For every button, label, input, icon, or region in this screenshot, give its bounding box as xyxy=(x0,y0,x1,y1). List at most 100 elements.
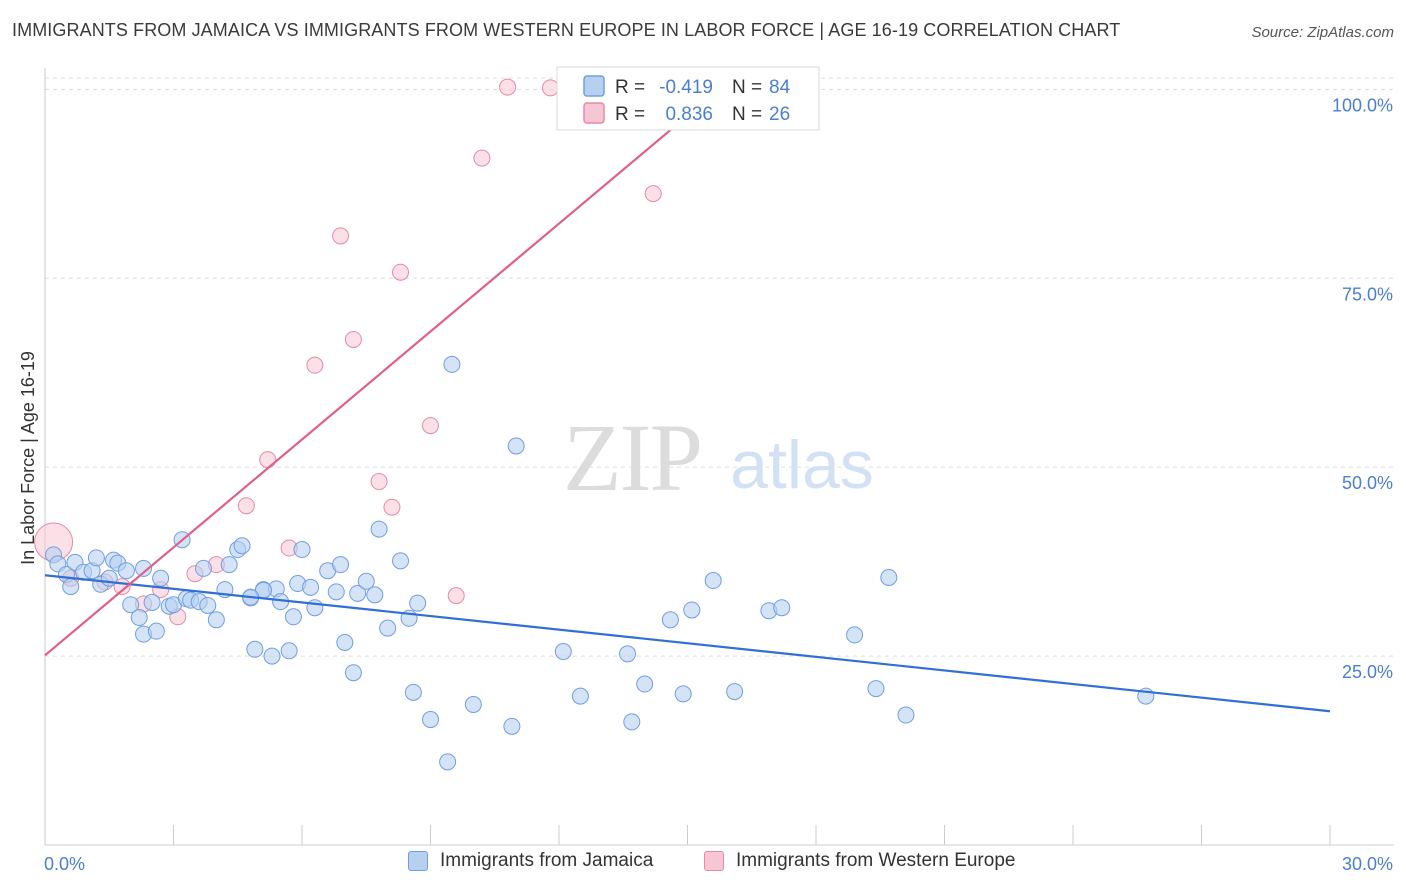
jamaica-point xyxy=(117,562,135,580)
jamaica-point xyxy=(220,556,238,574)
western-europe-point xyxy=(499,78,517,96)
western-europe-point xyxy=(306,356,324,374)
jamaica-point xyxy=(246,640,264,658)
jamaica-point xyxy=(147,622,165,640)
jamaica-point xyxy=(392,552,410,570)
x-tick-label: 30.0% xyxy=(1342,854,1393,874)
jamaica-point xyxy=(302,578,320,596)
source-label: Source: ZipAtlas.com xyxy=(1251,24,1394,41)
grid-layer xyxy=(45,77,1394,657)
jamaica-point xyxy=(263,647,281,665)
jamaica-point xyxy=(100,569,118,587)
legend-r-label: R = xyxy=(615,104,645,125)
jamaica-point xyxy=(897,706,915,724)
jamaica-point xyxy=(571,687,589,705)
y-axis-label-group: In Labor Force | Age 16-19 xyxy=(18,351,38,565)
jamaica-trend-line xyxy=(44,574,1331,713)
jamaica-point xyxy=(379,619,397,637)
jamaica-point xyxy=(773,599,791,617)
y-tick-label: 100.0% xyxy=(1332,95,1393,115)
legend-label-jamaica: Immigrants from Jamaica xyxy=(440,850,654,871)
bottom-legend: Immigrants from Jamaica Immigrants from … xyxy=(0,850,1406,880)
jamaica-point xyxy=(507,437,525,455)
legend-stats-swatch xyxy=(583,102,605,124)
legend-r-label: R = xyxy=(615,77,645,98)
y-tick-label: 75.0% xyxy=(1342,284,1393,304)
jamaica-point xyxy=(194,559,212,577)
x-tick-label: 0.0% xyxy=(44,854,85,874)
watermark: ZIP atlas xyxy=(563,404,874,511)
y-axis-label: In Labor Force | Age 16-19 xyxy=(18,351,38,565)
jamaica-point xyxy=(130,609,148,627)
jamaica-point xyxy=(674,685,692,703)
western-europe-point xyxy=(344,330,362,348)
jamaica-point xyxy=(207,611,225,629)
western-europe-point xyxy=(447,587,465,605)
jamaica-point xyxy=(704,572,722,590)
jamaica-point xyxy=(404,683,422,701)
jamaica-point xyxy=(344,664,362,682)
jamaica-point xyxy=(284,608,302,626)
trend-layer xyxy=(44,82,1331,713)
jamaica-point xyxy=(280,642,298,660)
western-europe-point xyxy=(370,473,388,491)
western-europe-point xyxy=(422,417,439,435)
jamaica-point xyxy=(366,586,384,604)
y-tick-label: 50.0% xyxy=(1342,473,1393,493)
western-europe-point xyxy=(392,263,410,281)
jamaica-point xyxy=(135,559,153,577)
legend-n-label: N = xyxy=(732,77,762,98)
jamaica-point xyxy=(443,355,461,373)
jamaica-point xyxy=(619,645,637,663)
jamaica-point xyxy=(293,541,311,559)
legend-item-western-europe[interactable]: Immigrants from Western Europe xyxy=(704,850,1015,872)
legend-n-value: 26 xyxy=(769,104,790,125)
watermark-atlas: atlas xyxy=(730,427,874,503)
legend-item-jamaica[interactable]: Immigrants from Jamaica xyxy=(408,850,653,872)
western-europe-point xyxy=(259,451,277,469)
western-europe-point xyxy=(383,498,401,516)
western-europe-trend-line xyxy=(44,82,727,657)
jamaica-point xyxy=(233,537,251,555)
jamaica-point xyxy=(152,569,170,587)
jamaica-point xyxy=(867,680,885,698)
jamaica-point xyxy=(623,713,641,731)
jamaica-point xyxy=(336,633,354,651)
jamaica-point xyxy=(409,594,427,612)
legend-stats-box: R = -0.419 N = 84 R = 0.836 N = 26 xyxy=(556,66,820,131)
jamaica-point xyxy=(880,568,898,586)
jamaica-point xyxy=(422,711,439,729)
jamaica-point xyxy=(726,683,744,701)
legend-n-value: 84 xyxy=(769,77,791,98)
jamaica-point xyxy=(332,556,350,574)
legend-r-value: 0.836 xyxy=(665,104,713,125)
jamaica-point xyxy=(464,695,482,713)
jamaica-point xyxy=(661,611,679,629)
jamaica-point xyxy=(122,596,140,614)
jamaica-point xyxy=(503,717,521,735)
jamaica-point xyxy=(370,520,388,538)
jamaica-point xyxy=(62,578,80,596)
jamaica-point xyxy=(357,572,375,590)
western-europe-point xyxy=(644,185,662,203)
western-europe-point xyxy=(332,227,350,245)
chart-title: IMMIGRANTS FROM JAMAICA VS IMMIGRANTS FR… xyxy=(12,20,1121,40)
axes-layer xyxy=(44,68,1394,846)
legend-label-western-europe: Immigrants from Western Europe xyxy=(736,850,1016,871)
legend-swatch-jamaica xyxy=(408,851,428,871)
jamaica-point xyxy=(846,626,864,644)
jamaica-point xyxy=(683,601,701,619)
jamaica-point xyxy=(87,549,105,567)
jamaica-point xyxy=(349,584,367,602)
jamaica-point xyxy=(199,596,217,614)
legend-r-value: -0.419 xyxy=(659,77,713,98)
y-tick-label: 25.0% xyxy=(1342,662,1393,682)
jamaica-point xyxy=(636,675,654,693)
legend-n-label: N = xyxy=(732,104,762,125)
jamaica-point xyxy=(439,753,457,771)
jamaica-point xyxy=(554,643,572,661)
jamaica-point xyxy=(327,583,345,601)
legend-swatch-western-europe xyxy=(704,851,724,871)
legend-stats-swatch xyxy=(583,75,605,97)
